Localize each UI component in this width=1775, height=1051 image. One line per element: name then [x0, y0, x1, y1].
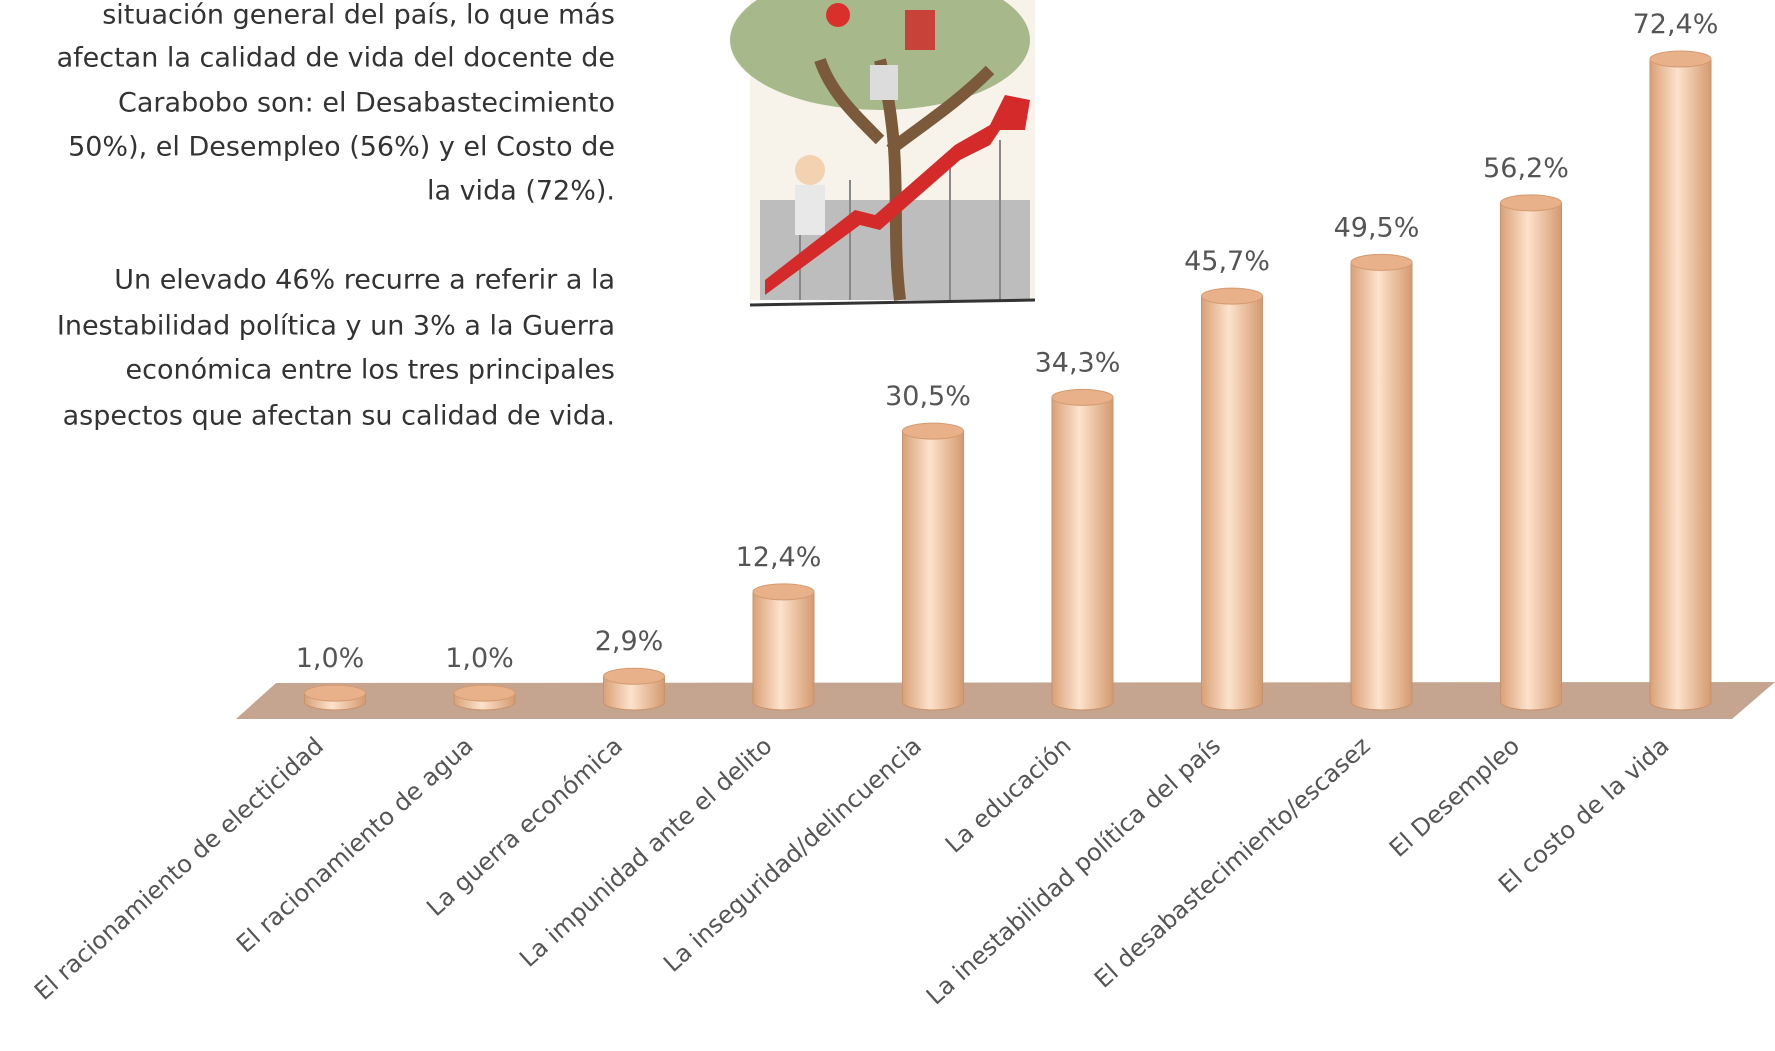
description-line: Inestabilidad política y un 3% a la Guer… [57, 311, 615, 342]
value-label: 56,2% [1483, 153, 1569, 184]
value-label: 72,4% [1633, 9, 1719, 40]
bar-top [603, 667, 665, 685]
description-line: aspectos que afectan su calidad de vida. [63, 401, 615, 432]
value-label: 34,3% [1035, 347, 1121, 378]
value-label: 49,5% [1334, 212, 1420, 243]
value-label: 12,4% [736, 542, 822, 573]
bar-top [1649, 50, 1712, 68]
bar [1500, 202, 1562, 711]
bar [1350, 261, 1413, 711]
value-label: 30,5% [885, 381, 971, 412]
value-label: 1,0% [296, 643, 365, 674]
bar-top [1500, 194, 1562, 212]
x-tick-label: El racionamiento de electicidad [29, 732, 329, 1006]
x-tick-label: La educación [940, 732, 1077, 859]
description-line: situación general del país, lo que más [102, 0, 615, 31]
x-tick-label: El Desempleo [1384, 732, 1525, 863]
x-tick-label: La impunidad ante el delito [514, 732, 777, 973]
description: situación general del país, lo que más af… [57, 0, 615, 432]
bar [603, 675, 665, 711]
bar [1649, 58, 1712, 711]
description-line: afectan la calidad de vida del docente d… [57, 43, 615, 74]
bar [1051, 396, 1114, 711]
bar-top [752, 583, 815, 601]
cartoon [730, 0, 1036, 307]
x-tick-label: El desabastecimiento/escasez [1089, 732, 1376, 994]
bar-top [453, 684, 516, 702]
bar [902, 430, 964, 711]
x-tick-label: La inseguridad/delincuencia [658, 732, 927, 978]
description-line: Un elevado 46% recurre a referir a la [114, 265, 615, 296]
value-label: 1,0% [445, 643, 514, 674]
x-tick-label: La inestabilidad política del país [921, 732, 1226, 1011]
bar-top [304, 684, 366, 702]
description-line: la vida (72%). [427, 176, 615, 207]
bar [1201, 295, 1263, 711]
bar [752, 591, 815, 711]
value-label: 45,7% [1184, 246, 1270, 277]
description-line: económica entre los tres principales [126, 355, 615, 386]
bar-top [1350, 253, 1413, 271]
description-line: 50%), el Desempleo (56%) y el Costo de [68, 132, 615, 163]
bar-top [1201, 287, 1263, 305]
description-line: Carabobo son: el Desabastecimiento [118, 88, 615, 119]
bar-top [902, 422, 964, 440]
bar-top [1051, 388, 1114, 406]
x-tick-label: El racionamiento de agua [231, 732, 478, 959]
value-label: 2,9% [595, 626, 664, 657]
